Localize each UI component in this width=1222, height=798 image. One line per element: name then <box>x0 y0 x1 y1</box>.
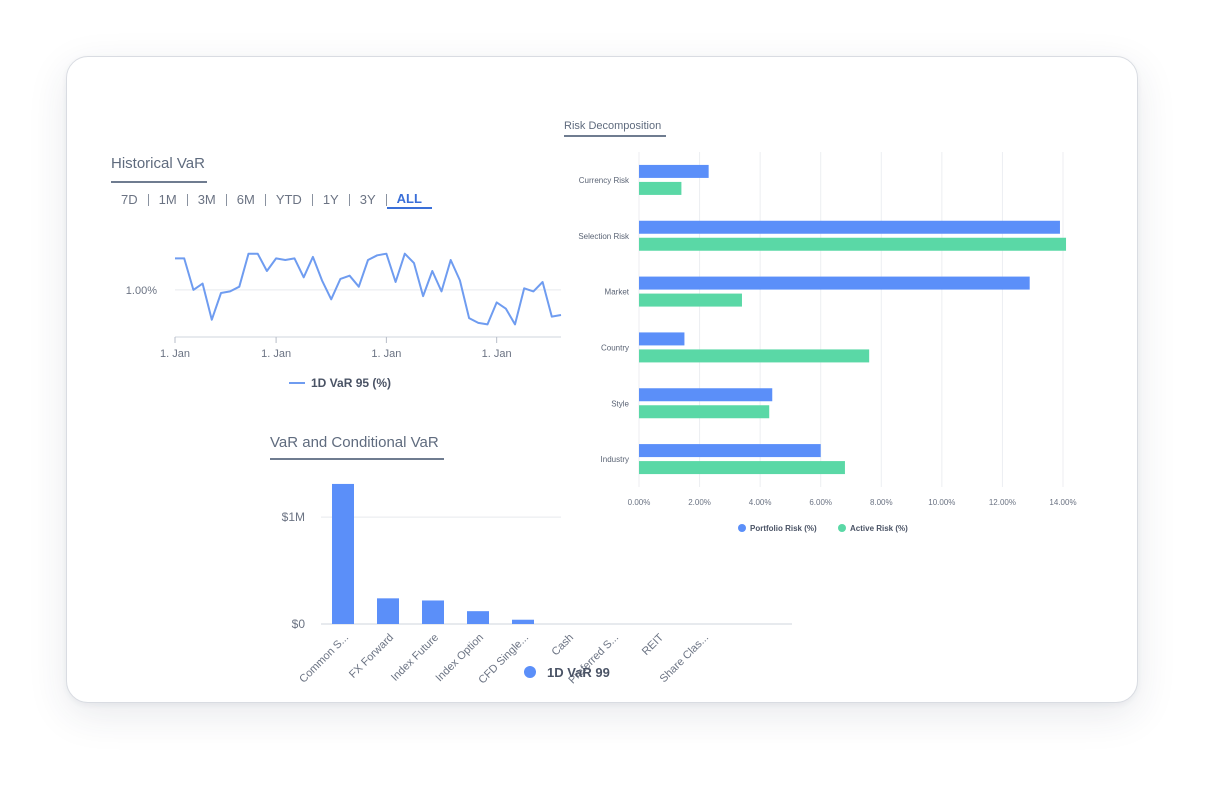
bar-active-risk <box>639 237 1067 251</box>
x-tick-label: 14.00% <box>1049 498 1076 507</box>
category-label: Market <box>605 288 630 297</box>
y-tick-label: $0 <box>292 617 306 631</box>
range-button-1m[interactable]: 1M <box>158 192 177 207</box>
range-separator <box>264 194 266 206</box>
category-label: Common S... <box>297 632 351 686</box>
bar-active-risk <box>639 293 742 307</box>
legend-label: 1D VaR 95 (%) <box>311 376 391 390</box>
x-tick-label: 1. Jan <box>482 348 512 360</box>
legend-symbol <box>524 666 536 678</box>
x-tick-label: 8.00% <box>870 498 893 507</box>
risk-decomposition-chart: 0.00% 2.00% 4.00% 6.00% 8.00% 10.00% 12.00% 14.… <box>578 152 1077 533</box>
var-conditional-title: VaR and Conditional VaR <box>270 434 439 451</box>
y-tick-label: 1.00% <box>126 285 157 297</box>
category-label: Cash <box>549 632 576 659</box>
legend-label: Portfolio Risk (%) <box>750 524 817 533</box>
x-tick-label: 0.00% <box>628 498 651 507</box>
bar-portfolio-risk <box>639 388 773 402</box>
legend-label: 1D VaR 99 <box>547 665 610 680</box>
bar-portfolio-risk <box>639 164 709 178</box>
range-separator <box>385 194 387 206</box>
bar-portfolio-risk <box>639 220 1060 234</box>
legend-symbol <box>838 524 846 532</box>
risk-decomposition-title: Risk Decomposition <box>564 120 662 132</box>
range-separator <box>147 194 149 206</box>
historical-var-title: Historical VaR <box>111 155 205 172</box>
x-tick-label: 6.00% <box>809 498 832 507</box>
x-tick-label: 10.00% <box>928 498 955 507</box>
x-tick-label: 1. Jan <box>261 348 291 360</box>
x-tick-label: 12.00% <box>989 498 1016 507</box>
category-label: Currency Risk <box>579 176 630 185</box>
range-button-all[interactable]: ALL <box>386 191 432 209</box>
bar-portfolio-risk <box>639 276 1030 290</box>
bar-active-risk <box>639 349 870 363</box>
category-label: Industry <box>601 455 629 464</box>
range-separator <box>186 194 188 206</box>
x-tick-label: 1. Jan <box>371 348 401 360</box>
x-tick-label: 4.00% <box>749 498 772 507</box>
range-selector: 7D 1M 3M 6M YTD 1Y 3Y ALL <box>111 190 432 210</box>
y-tick-label: $1M <box>282 510 305 524</box>
range-button-1y[interactable]: 1Y <box>322 192 339 207</box>
historical-var-chart: 1.00% 1. Jan 1. Jan 1. Jan 1. Jan 1D VaR 95 (… <box>126 252 562 390</box>
category-label: REIT <box>640 631 666 657</box>
dashboard-card: Historical VaR 7D 1M 3M 6M YTD 1Y 3Y ALL 1.00% 1… <box>66 56 1138 703</box>
x-tick-label: 2.00% <box>688 498 711 507</box>
bar-portfolio-risk <box>639 444 821 458</box>
range-separator <box>348 194 350 206</box>
bar-1d-var-99 <box>422 600 444 624</box>
x-tick-label: 1. Jan <box>160 348 190 360</box>
bar-1d-var-99 <box>467 611 489 624</box>
legend-symbol <box>738 524 746 532</box>
range-button-3m[interactable]: 3M <box>197 192 216 207</box>
var-conditional-underline <box>270 458 444 460</box>
bar-1d-var-99 <box>377 598 399 624</box>
bar-1d-var-99 <box>512 619 534 624</box>
category-label: FX Forward <box>347 632 396 681</box>
risk-decomposition-underline <box>564 135 666 137</box>
range-separator <box>225 194 227 206</box>
category-label: Style <box>611 399 629 408</box>
bar-1d-var-99 <box>332 483 354 624</box>
bar-active-risk <box>639 405 770 419</box>
bar-portfolio-risk <box>639 332 685 346</box>
series-line-1d-var-95 <box>175 252 562 326</box>
bar-active-risk <box>639 181 682 195</box>
category-label: Share Clas... <box>658 632 711 685</box>
range-separator <box>311 194 313 206</box>
range-button-3y[interactable]: 3Y <box>359 192 376 207</box>
range-button-6m[interactable]: 6M <box>236 192 255 207</box>
category-label: Country <box>601 343 629 352</box>
category-label: Selection Risk <box>578 232 630 241</box>
range-button-7d[interactable]: 7D <box>121 192 138 207</box>
historical-var-underline <box>111 181 207 183</box>
bar-active-risk <box>639 461 845 475</box>
range-button-ytd[interactable]: YTD <box>275 192 302 207</box>
legend-label: Active Risk (%) <box>850 524 908 533</box>
